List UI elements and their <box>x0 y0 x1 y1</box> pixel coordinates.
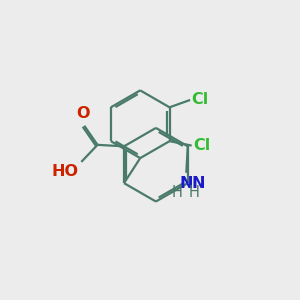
Text: N: N <box>192 176 205 190</box>
Text: HO: HO <box>51 164 78 179</box>
Text: Cl: Cl <box>192 92 209 107</box>
Text: Cl: Cl <box>193 138 210 153</box>
Text: O: O <box>76 106 90 121</box>
Text: N: N <box>179 176 193 191</box>
Text: H: H <box>189 184 200 200</box>
Text: H: H <box>171 184 182 200</box>
